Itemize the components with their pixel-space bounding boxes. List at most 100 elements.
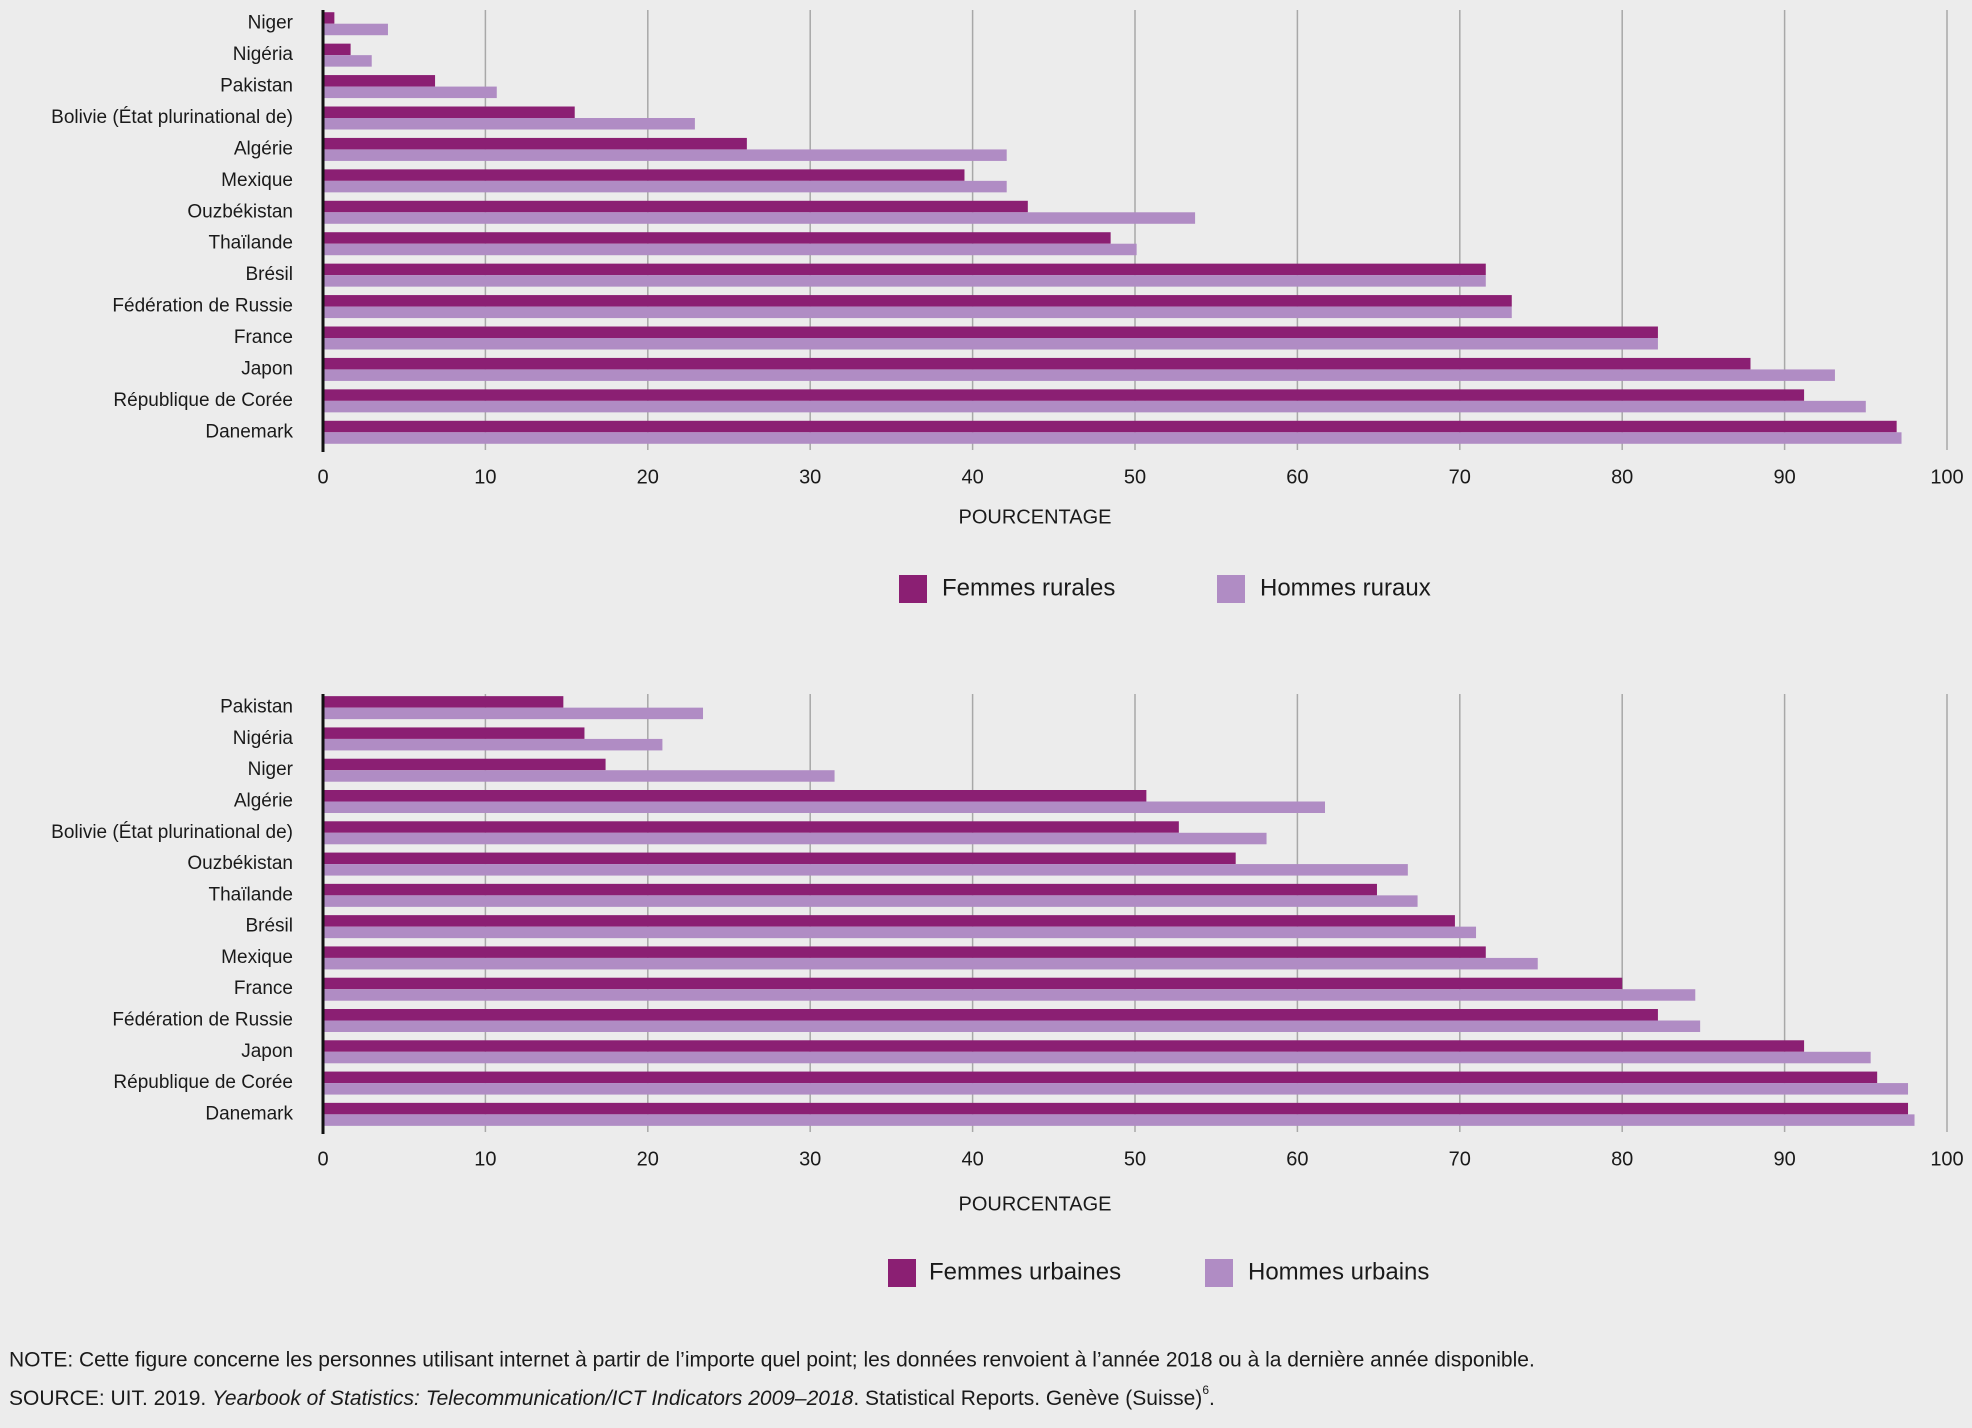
bar [323,55,372,67]
y-tick-label: Bolivie (État plurinational de) [51,822,293,843]
bar [323,432,1902,444]
x-tick-label: 80 [1611,466,1633,488]
y-tick-label: Japon [241,1041,293,1062]
bar [323,295,1512,307]
legend-label: Hommes ruraux [1260,574,1431,601]
bar [323,895,1418,907]
x-axis-label: POURCENTAGE [959,1193,1112,1215]
bar [323,1083,1909,1095]
bar [323,23,388,36]
source: SOURCE: UIT. 2019. Yearbook of Statistic… [9,1383,1215,1409]
legend-swatch [888,1259,916,1287]
y-tick-label: Danemark [205,421,293,442]
bar [323,1071,1878,1084]
x-tick-label: 90 [1773,466,1795,488]
y-tick-label: France [234,327,293,348]
bar [323,758,606,771]
x-tick-label: 20 [637,466,659,488]
y-tick-label: Japon [241,358,293,379]
source-title: Yearbook of Statistics: Telecommunicatio… [212,1387,854,1410]
bar [323,852,1236,865]
x-tick-label: 10 [474,466,496,488]
bar [323,200,1028,213]
bar [323,1040,1805,1052]
bar [323,12,335,24]
bar [323,790,1147,802]
bar [323,864,1408,876]
bar [323,118,695,130]
bar [323,369,1835,381]
y-tick-label: Thaïlande [208,884,293,905]
y-tick-label: Bolivie (État plurinational de) [51,107,293,128]
bar [323,946,1486,958]
x-tick-label: 0 [317,1148,328,1170]
y-tick-label: République de Corée [113,1072,293,1093]
legend-label: Femmes rurales [942,574,1115,601]
y-tick-label: Mexique [221,947,293,968]
y-tick-label: Nigéria [233,728,294,749]
source-text: . Statistical Reports. Genève (Suisse) [853,1387,1202,1410]
y-tick-label: Thaïlande [208,233,293,254]
bar [323,400,1866,413]
bar [323,275,1486,287]
y-tick-label: Algérie [234,138,293,159]
bar [323,1102,1909,1115]
y-tick-label: Mexique [221,170,293,191]
legend-swatch [899,575,927,603]
bar [323,306,1512,319]
bar [323,1051,1871,1064]
x-tick-label: 30 [799,1148,821,1170]
x-tick-label: 90 [1773,1148,1795,1170]
y-tick-label: Algérie [234,791,293,812]
x-tick-label: 100 [1930,1148,1963,1170]
x-tick-label: 40 [961,466,983,488]
bar [323,801,1326,813]
legend-label: Hommes urbains [1248,1258,1429,1285]
bar [323,696,564,708]
x-tick-label: 80 [1611,1148,1633,1170]
bar [323,420,1897,433]
bar [323,212,1196,224]
y-tick-label: Fédération de Russie [112,1010,293,1031]
source-text: SOURCE: UIT. 2019. [9,1387,212,1410]
note: NOTE: Cette figure concerne les personne… [9,1349,1535,1372]
bar [323,738,663,751]
bar [323,1009,1658,1021]
source-text: . [1209,1387,1215,1410]
x-tick-label: 70 [1449,1148,1471,1170]
x-tick-label: 60 [1286,466,1308,488]
x-tick-label: 70 [1449,466,1471,488]
bar [323,106,575,118]
bar [323,75,436,87]
bar [323,43,351,56]
x-tick-label: 60 [1286,1148,1308,1170]
x-tick-label: 40 [961,1148,983,1170]
bar [323,832,1267,845]
bar [323,770,835,782]
bar [323,169,965,181]
bar [323,263,1486,276]
y-tick-label: Nigéria [233,44,294,65]
bar [323,149,1007,161]
x-tick-label: 100 [1930,466,1963,488]
y-tick-label: Pakistan [220,76,293,97]
bar [323,707,704,720]
y-tick-label: Ouzbékistan [187,853,293,874]
bar [323,232,1111,244]
x-tick-label: 20 [637,1148,659,1170]
bar [323,915,1455,927]
bar [323,338,1658,350]
bar [323,727,585,739]
y-tick-label: France [234,978,293,999]
y-tick-label: Danemark [205,1103,293,1124]
x-tick-label: 0 [317,466,328,488]
bar [323,137,747,150]
bar [323,357,1751,370]
x-axis-label: POURCENTAGE [959,506,1112,528]
bar [323,326,1658,338]
y-tick-label: Pakistan [220,697,293,718]
bar [323,180,1007,193]
bar [323,243,1137,256]
